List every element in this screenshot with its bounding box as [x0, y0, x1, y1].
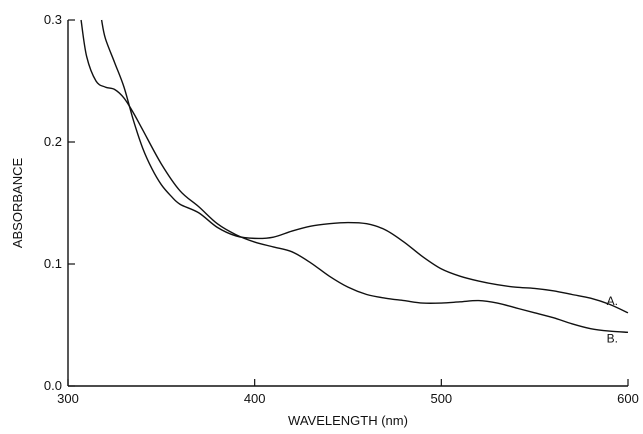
series-labels: A. B.: [607, 294, 618, 346]
series-label-a: A.: [607, 294, 618, 308]
y-tick-label: 0.3: [44, 12, 62, 27]
y-tick-label: 0.2: [44, 134, 62, 149]
axes: [67, 20, 628, 387]
series-line-b: [80, 19, 629, 334]
x-axis-title: WAVELENGTH (nm): [288, 413, 408, 428]
series-label-b: B.: [607, 331, 618, 345]
y-axis-title: ABSORBANCE: [10, 158, 25, 249]
y-tick-label: 0.1: [44, 256, 62, 271]
series-line-a: [100, 19, 629, 314]
x-tick-label: 300: [57, 391, 79, 406]
x-tick-label: 400: [244, 391, 266, 406]
x-tick-label: 600: [617, 391, 639, 406]
x-tick-label: 500: [430, 391, 452, 406]
y-tick-label: 0.0: [44, 378, 62, 393]
x-ticks: 300 400 500 600: [57, 379, 639, 406]
series-group: [80, 19, 629, 334]
y-ticks: 0.0 0.1 0.2 0.3: [44, 12, 75, 393]
